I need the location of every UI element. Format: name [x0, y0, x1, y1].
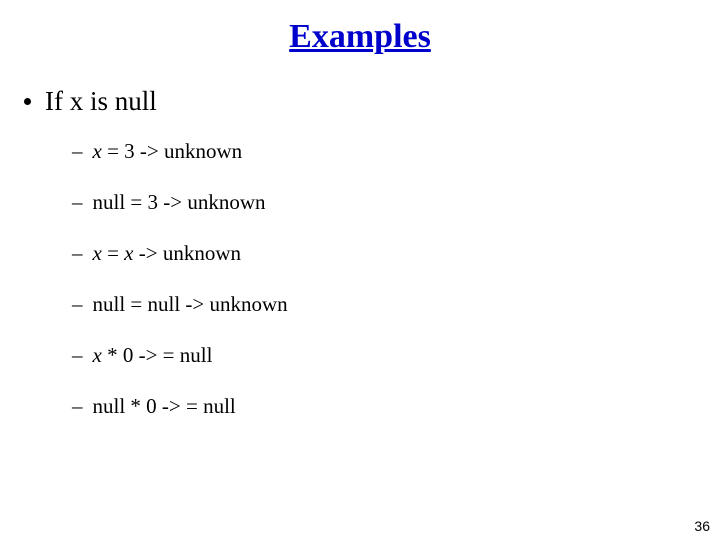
- dash-icon: –: [72, 394, 83, 419]
- sub1-prefix: x: [93, 139, 102, 163]
- sub2-text: null = 3 -> unknown: [93, 190, 266, 214]
- bullet-dot: [24, 98, 31, 105]
- sub5-rest: * 0 -> = null: [102, 343, 213, 367]
- dash-icon: –: [72, 190, 83, 215]
- sub5-prefix: x: [93, 343, 102, 367]
- sub3-mid: =: [102, 241, 124, 265]
- sub-bullet-4: –null = null -> unknown: [0, 292, 720, 343]
- sub-bullet-6: –null * 0 -> = null: [0, 394, 720, 445]
- sub-bullet-1: –x = 3 -> unknown: [0, 139, 720, 190]
- sub-bullet-2: –null = 3 -> unknown: [0, 190, 720, 241]
- sub1-rest: = 3 -> unknown: [102, 139, 242, 163]
- sub-bullet-3: –x = x -> unknown: [0, 241, 720, 292]
- sub3-var2: x: [124, 241, 133, 265]
- sub3-prefix: x: [93, 241, 102, 265]
- sub6-text: null * 0 -> = null: [93, 394, 236, 418]
- sub3-rest: -> unknown: [134, 241, 242, 265]
- sub4-text: null = null -> unknown: [93, 292, 288, 316]
- sub-bullet-5: –x * 0 -> = null: [0, 343, 720, 394]
- main-bullet-text: If x is null: [45, 86, 157, 116]
- page-number: 36: [694, 518, 710, 534]
- dash-icon: –: [72, 343, 83, 368]
- dash-icon: –: [72, 292, 83, 317]
- slide-title: Examples: [0, 0, 720, 86]
- dash-icon: –: [72, 139, 83, 164]
- main-bullet: If x is null: [0, 86, 720, 139]
- dash-icon: –: [72, 241, 83, 266]
